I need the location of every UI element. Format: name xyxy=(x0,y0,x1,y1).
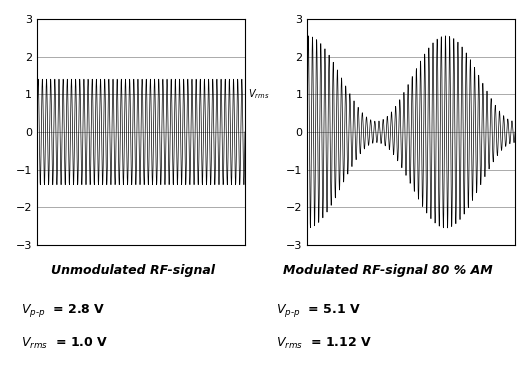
Text: Unmodulated RF-signal: Unmodulated RF-signal xyxy=(51,264,215,277)
Text: $V_{p\text{-}p}$  = 2.8 V: $V_{p\text{-}p}$ = 2.8 V xyxy=(21,302,106,319)
Text: $V_{rms}$  = 1.0 V: $V_{rms}$ = 1.0 V xyxy=(21,336,108,351)
Text: Modulated RF-signal 80 % AM: Modulated RF-signal 80 % AM xyxy=(282,264,493,277)
Text: $V_{rms}$  = 1.12 V: $V_{rms}$ = 1.12 V xyxy=(276,336,372,351)
Text: $V_{p\text{-}p}$  = 5.1 V: $V_{p\text{-}p}$ = 5.1 V xyxy=(276,302,361,319)
Text: $V_{rms}$: $V_{rms}$ xyxy=(249,87,270,101)
